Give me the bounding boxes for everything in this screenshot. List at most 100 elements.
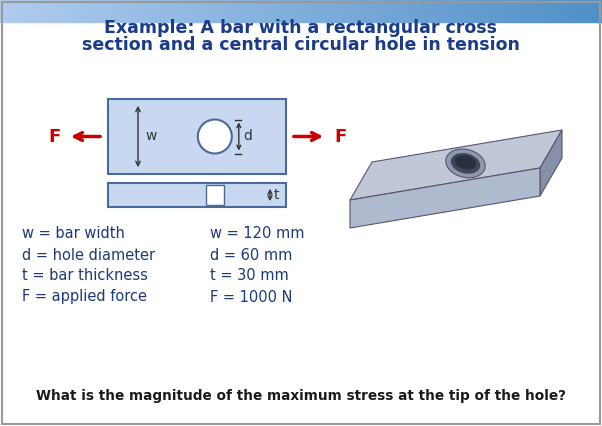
Bar — [114, 0, 115, 22]
Bar — [542, 0, 543, 22]
Bar — [449, 0, 450, 22]
Bar — [108, 0, 109, 22]
Bar — [384, 0, 385, 22]
Bar — [262, 0, 263, 22]
Bar — [419, 0, 420, 22]
Text: F: F — [334, 127, 346, 146]
Bar — [289, 0, 290, 22]
Bar — [555, 0, 556, 22]
Bar — [400, 0, 401, 22]
Text: What is the magnitude of the maximum stress at the tip of the hole?: What is the magnitude of the maximum str… — [36, 389, 566, 403]
Bar — [54, 0, 55, 22]
Bar — [539, 0, 540, 22]
Bar — [238, 0, 239, 22]
Bar — [548, 0, 549, 22]
Bar — [101, 0, 102, 22]
Bar — [545, 0, 546, 22]
Bar — [116, 0, 117, 22]
Bar — [275, 0, 276, 22]
Bar — [541, 0, 542, 22]
Bar — [191, 0, 192, 22]
Bar — [326, 0, 327, 22]
Bar — [211, 0, 212, 22]
Bar — [32, 0, 33, 22]
Bar — [577, 0, 578, 22]
Bar — [202, 0, 203, 22]
Bar — [527, 0, 528, 22]
Bar — [320, 0, 321, 22]
Bar — [433, 0, 434, 22]
Bar — [213, 0, 214, 22]
Bar — [51, 0, 52, 22]
Bar — [565, 0, 566, 22]
Bar — [283, 0, 284, 22]
Bar — [574, 0, 575, 22]
Bar — [590, 0, 591, 22]
Bar — [522, 0, 523, 22]
Bar — [45, 0, 46, 22]
Bar — [454, 0, 455, 22]
Bar — [70, 0, 71, 22]
Text: F = applied force: F = applied force — [22, 290, 147, 305]
Bar — [464, 0, 465, 22]
Bar — [69, 0, 70, 22]
Bar — [243, 0, 244, 22]
Bar — [395, 0, 396, 22]
Bar — [490, 0, 491, 22]
Bar — [346, 0, 347, 22]
Bar — [437, 0, 438, 22]
Bar — [348, 0, 349, 22]
Bar — [218, 0, 219, 22]
Bar — [78, 0, 79, 22]
Bar — [141, 0, 142, 22]
Bar — [403, 0, 404, 22]
Bar — [353, 0, 354, 22]
Bar — [152, 0, 153, 22]
Bar — [19, 0, 20, 22]
Bar — [87, 0, 88, 22]
Bar — [89, 0, 90, 22]
Bar — [462, 0, 463, 22]
Bar — [448, 0, 449, 22]
Bar — [421, 0, 422, 22]
Bar — [216, 0, 217, 22]
Bar — [177, 0, 178, 22]
Bar — [587, 0, 588, 22]
Bar — [427, 0, 428, 22]
Bar — [2, 0, 3, 22]
Bar — [16, 0, 17, 22]
Bar — [8, 0, 9, 22]
Bar — [491, 0, 492, 22]
Bar — [585, 0, 586, 22]
Bar — [61, 0, 62, 22]
Bar — [157, 0, 158, 22]
Bar — [599, 0, 600, 22]
Bar — [404, 0, 405, 22]
Bar — [7, 0, 8, 22]
Bar — [163, 0, 164, 22]
Text: section and a central circular hole in tension: section and a central circular hole in t… — [82, 36, 520, 54]
Bar — [239, 0, 240, 22]
Bar — [341, 0, 342, 22]
Bar — [579, 0, 580, 22]
Bar — [15, 0, 16, 22]
Text: t: t — [274, 188, 279, 202]
Bar — [422, 0, 423, 22]
Bar — [5, 0, 6, 22]
Bar — [234, 0, 235, 22]
Bar — [418, 0, 419, 22]
Bar — [573, 0, 574, 22]
Bar — [525, 0, 526, 22]
Bar — [206, 185, 224, 205]
Bar — [405, 0, 406, 22]
Bar — [42, 0, 43, 22]
Bar — [26, 0, 27, 22]
Bar — [345, 0, 346, 22]
Bar — [375, 0, 376, 22]
Bar — [210, 0, 211, 22]
Bar — [27, 0, 28, 22]
Bar — [309, 0, 310, 22]
Bar — [312, 0, 313, 22]
Bar — [140, 0, 141, 22]
Bar — [318, 0, 319, 22]
